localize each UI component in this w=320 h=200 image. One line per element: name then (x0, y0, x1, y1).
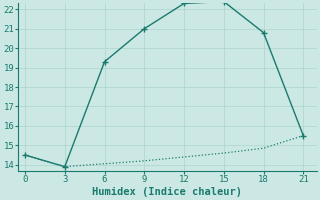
X-axis label: Humidex (Indice chaleur): Humidex (Indice chaleur) (92, 186, 243, 197)
